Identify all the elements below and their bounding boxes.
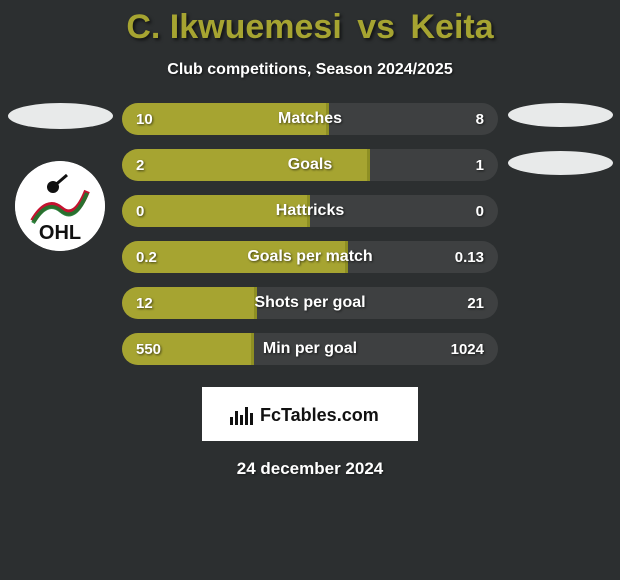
footer-brand: FcTables.com bbox=[202, 387, 418, 441]
stat-value-left: 12 bbox=[136, 295, 153, 312]
title-player-right: Keita bbox=[411, 8, 494, 46]
title-player-left: C. Ikwuemesi bbox=[126, 8, 341, 46]
stat-value-left: 10 bbox=[136, 111, 153, 128]
stat-value-right: 1 bbox=[476, 157, 484, 174]
stat-label: Goals bbox=[288, 156, 332, 174]
club-badge-label: OHL bbox=[39, 222, 81, 244]
ohl-logo-icon: OHL bbox=[15, 161, 105, 251]
page-title: C. Ikwuemesi vs Keita bbox=[126, 8, 493, 47]
stat-row: 0 Hattricks 0 bbox=[122, 195, 498, 227]
stat-value-right: 8 bbox=[476, 111, 484, 128]
stat-row: 2 Goals 1 bbox=[122, 149, 498, 181]
stat-row: 550 Min per goal 1024 bbox=[122, 333, 498, 365]
comparison-card: C. Ikwuemesi vs Keita Club competitions,… bbox=[0, 0, 620, 479]
stat-value-right: 21 bbox=[467, 295, 484, 312]
player-photo-placeholder-left bbox=[8, 103, 113, 129]
left-column: OHL bbox=[0, 103, 120, 251]
club-badge-left: OHL bbox=[15, 161, 105, 251]
stat-value-right: 1024 bbox=[451, 341, 484, 358]
main-row: OHL 10Matches82Goals10Hattricks00.2Goals… bbox=[0, 103, 620, 379]
stat-label: Shots per goal bbox=[254, 294, 365, 312]
stat-label: Hattricks bbox=[276, 202, 344, 220]
stat-label: Min per goal bbox=[263, 340, 357, 358]
stat-row: 0.2 Goals per match 0.13 bbox=[122, 241, 498, 273]
player-photo-placeholder-right bbox=[508, 103, 613, 127]
stat-bar-left bbox=[122, 149, 370, 181]
club-badge-placeholder-right bbox=[508, 151, 613, 175]
stats-column: 10Matches82Goals10Hattricks00.2Goals per… bbox=[120, 103, 500, 379]
footer-brand-label: FcTables.com bbox=[260, 405, 379, 425]
stat-value-right: 0.13 bbox=[455, 249, 484, 266]
stat-value-right: 0 bbox=[476, 203, 484, 220]
stat-value-left: 2 bbox=[136, 157, 144, 174]
fctables-logo-icon: FcTables.com bbox=[230, 401, 390, 427]
stat-label: Matches bbox=[278, 110, 342, 128]
stat-value-left: 0.2 bbox=[136, 249, 157, 266]
stat-row: 12 Shots per goal 21 bbox=[122, 287, 498, 319]
stat-value-left: 550 bbox=[136, 341, 161, 358]
stat-row: 10 Matches 8 bbox=[122, 103, 498, 135]
title-vs: vs bbox=[357, 8, 395, 46]
stat-label: Goals per match bbox=[247, 248, 372, 266]
stat-value-left: 0 bbox=[136, 203, 144, 220]
subtitle: Club competitions, Season 2024/2025 bbox=[167, 61, 452, 79]
footer-date: 24 december 2024 bbox=[237, 459, 384, 479]
right-column bbox=[500, 103, 620, 191]
